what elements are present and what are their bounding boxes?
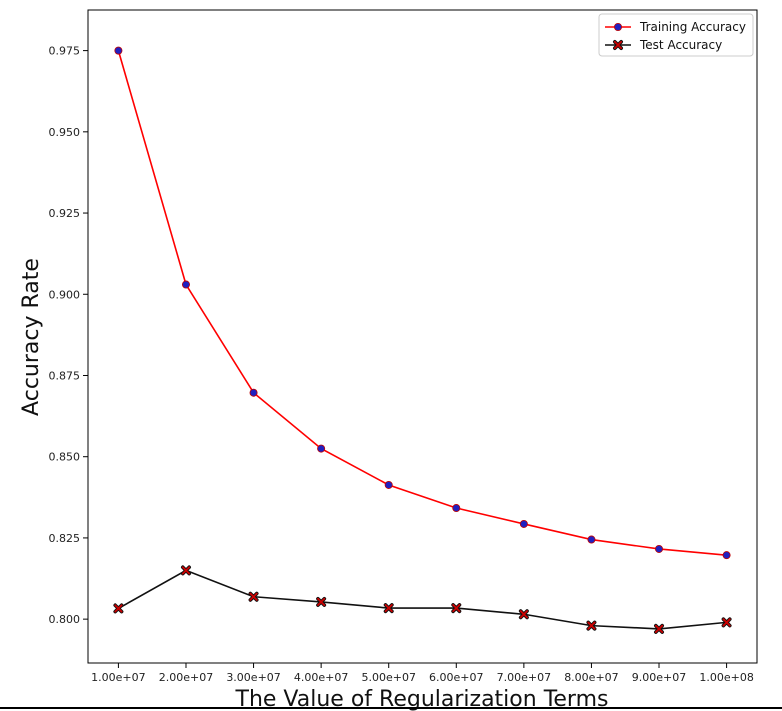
y-tick-label: 0.875: [49, 369, 81, 382]
point-training-accuracy: [114, 46, 123, 55]
plot-area: [87, 9, 758, 664]
point-training-accuracy: [249, 388, 258, 397]
y-tick-label: 0.975: [49, 45, 81, 58]
y-axis: 0.800 0.825 0.850 0.875 0.900 0.925 0.950 0.975: [49, 45, 88, 626]
point-training-accuracy: [519, 519, 528, 528]
point-test-accuracy: [316, 596, 327, 607]
series-layer: [113, 46, 732, 634]
legend-label: Test Accuracy: [639, 38, 722, 52]
point-training-accuracy: [317, 444, 326, 453]
x-tick-label: 4.00e+07: [294, 671, 348, 684]
x-axis: 1.00e+07 2.00e+07 3.00e+07 4.00e+07 5.00e+07…: [91, 663, 754, 684]
point-training-accuracy: [384, 480, 393, 489]
x-tick-label: 1.00e+07: [91, 671, 145, 684]
point-test-accuracy: [721, 617, 732, 628]
legend-item-training-accuracy: Training Accuracy: [605, 20, 746, 34]
series-line-test-accuracy: [118, 569, 727, 630]
y-axis-label: Accuracy Rate: [19, 258, 44, 416]
x-tick-label: 6.00e+07: [429, 671, 483, 684]
point-test-accuracy: [654, 623, 665, 634]
y-tick-label: 0.800: [49, 613, 81, 626]
y-tick-label: 0.825: [49, 532, 81, 545]
point-test-accuracy: [383, 603, 394, 614]
point-test-accuracy: [113, 603, 124, 614]
x-tick-label: 7.00e+07: [497, 671, 551, 684]
y-tick-label: 0.950: [49, 126, 81, 139]
x-tick-label: 3.00e+07: [226, 671, 280, 684]
point-training-accuracy: [655, 544, 664, 553]
legend-box: [598, 13, 754, 57]
point-training-accuracy: [722, 551, 731, 560]
legend-label: Training Accuracy: [639, 20, 746, 34]
legend-marker: [614, 22, 623, 31]
point-test-accuracy: [586, 620, 597, 631]
point-test-accuracy: [180, 565, 191, 576]
x-tick-label: 5.00e+07: [361, 671, 415, 684]
series-line-training-accuracy: [117, 50, 727, 556]
point-test-accuracy: [248, 591, 259, 602]
x-tick-label: 1.00e+08: [699, 671, 753, 684]
legend: Training Accuracy Test Accuracy: [598, 13, 754, 57]
legend-item-test-accuracy: Test Accuracy: [605, 38, 722, 52]
x-tick-label: 8.00e+07: [564, 671, 618, 684]
y-tick-label: 0.900: [49, 288, 81, 301]
x-tick-label: 9.00e+07: [632, 671, 686, 684]
x-tick-label: 2.00e+07: [159, 671, 213, 684]
point-training-accuracy: [181, 280, 190, 289]
point-test-accuracy: [451, 603, 462, 614]
point-test-accuracy: [518, 609, 529, 620]
point-training-accuracy: [587, 535, 596, 544]
y-tick-label: 0.850: [49, 451, 81, 464]
y-tick-label: 0.925: [49, 207, 81, 220]
point-training-accuracy: [452, 504, 461, 513]
